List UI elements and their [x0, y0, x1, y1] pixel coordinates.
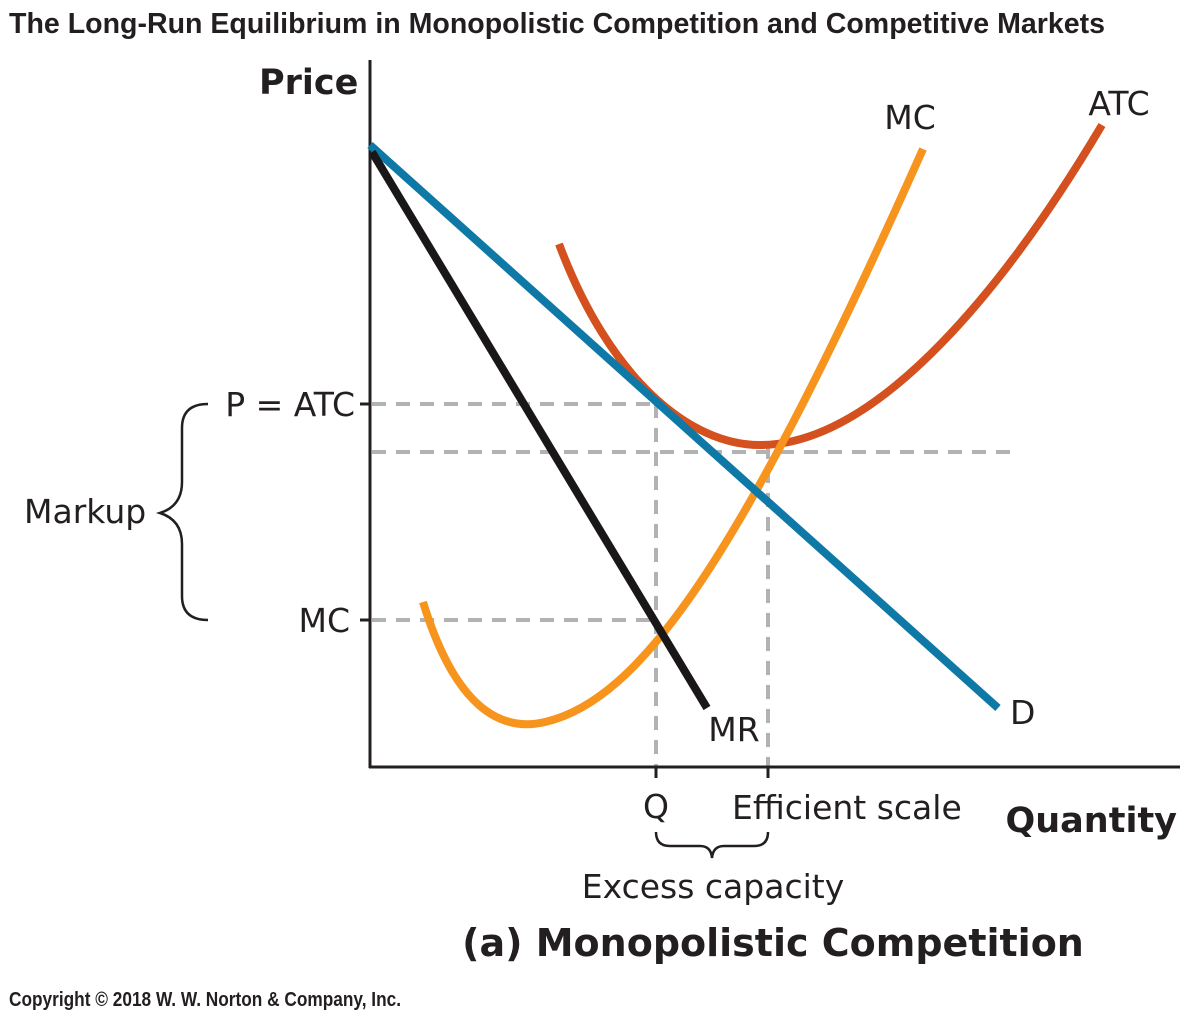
- axes: [360, 60, 1180, 778]
- demand-curve-label: D: [1010, 693, 1035, 732]
- excess-capacity-label: Excess capacity: [582, 867, 844, 906]
- x-axis-label: Quantity: [1006, 801, 1178, 841]
- demand-curve: [367, 142, 1001, 711]
- mr-curve: [368, 149, 711, 711]
- mc-tick-label: MC: [298, 601, 350, 640]
- atc-curve: [555, 122, 1106, 450]
- efficient-scale-label: Efficient scale: [732, 788, 962, 827]
- excess-capacity-brace: [654, 831, 770, 859]
- price-tick-label: P = ATC: [225, 385, 355, 424]
- markup-label: Markup: [24, 492, 146, 531]
- panel-caption: (a) Monopolistic Competition: [462, 921, 1084, 965]
- atc-curve-label: ATC: [1088, 84, 1149, 123]
- y-axis-label: Price: [259, 63, 358, 103]
- q-tick-label: Q: [643, 787, 669, 826]
- markup-brace: [155, 402, 209, 622]
- mc-curve-label: MC: [884, 98, 936, 137]
- figure-title: The Long-Run Equilibrium in Monopolistic…: [9, 8, 1105, 40]
- copyright-notice: Copyright © 2018 W. W. Norton & Company,…: [9, 989, 401, 1011]
- mc-curve: [419, 147, 927, 729]
- mr-curve-label: MR: [708, 710, 759, 749]
